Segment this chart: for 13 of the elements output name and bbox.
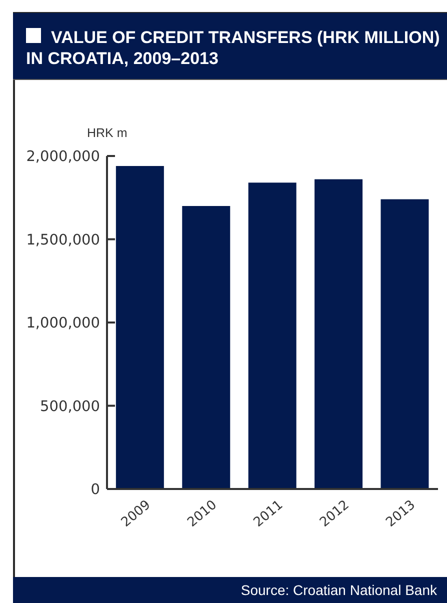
bar	[314, 179, 363, 489]
y-axis-title: HRK m	[87, 126, 128, 140]
y-tick-label: 1,500,000	[26, 232, 100, 248]
bar	[380, 199, 429, 489]
source-note: Source: Croatian National Bank	[240, 581, 437, 600]
y-tick-label: 0	[90, 482, 100, 498]
bar	[248, 182, 296, 489]
chart-title: VALUE OF CREDIT TRANSFERS (HRK MILLION) IN CROATIA, 2009–2013	[26, 28, 440, 68]
y-tick-label: 1,000,000	[26, 316, 100, 332]
y-tick-label: 2,000,000	[26, 149, 100, 166]
bar	[182, 206, 230, 489]
bar	[116, 166, 164, 489]
y-tick-label: 500,000	[40, 398, 100, 415]
